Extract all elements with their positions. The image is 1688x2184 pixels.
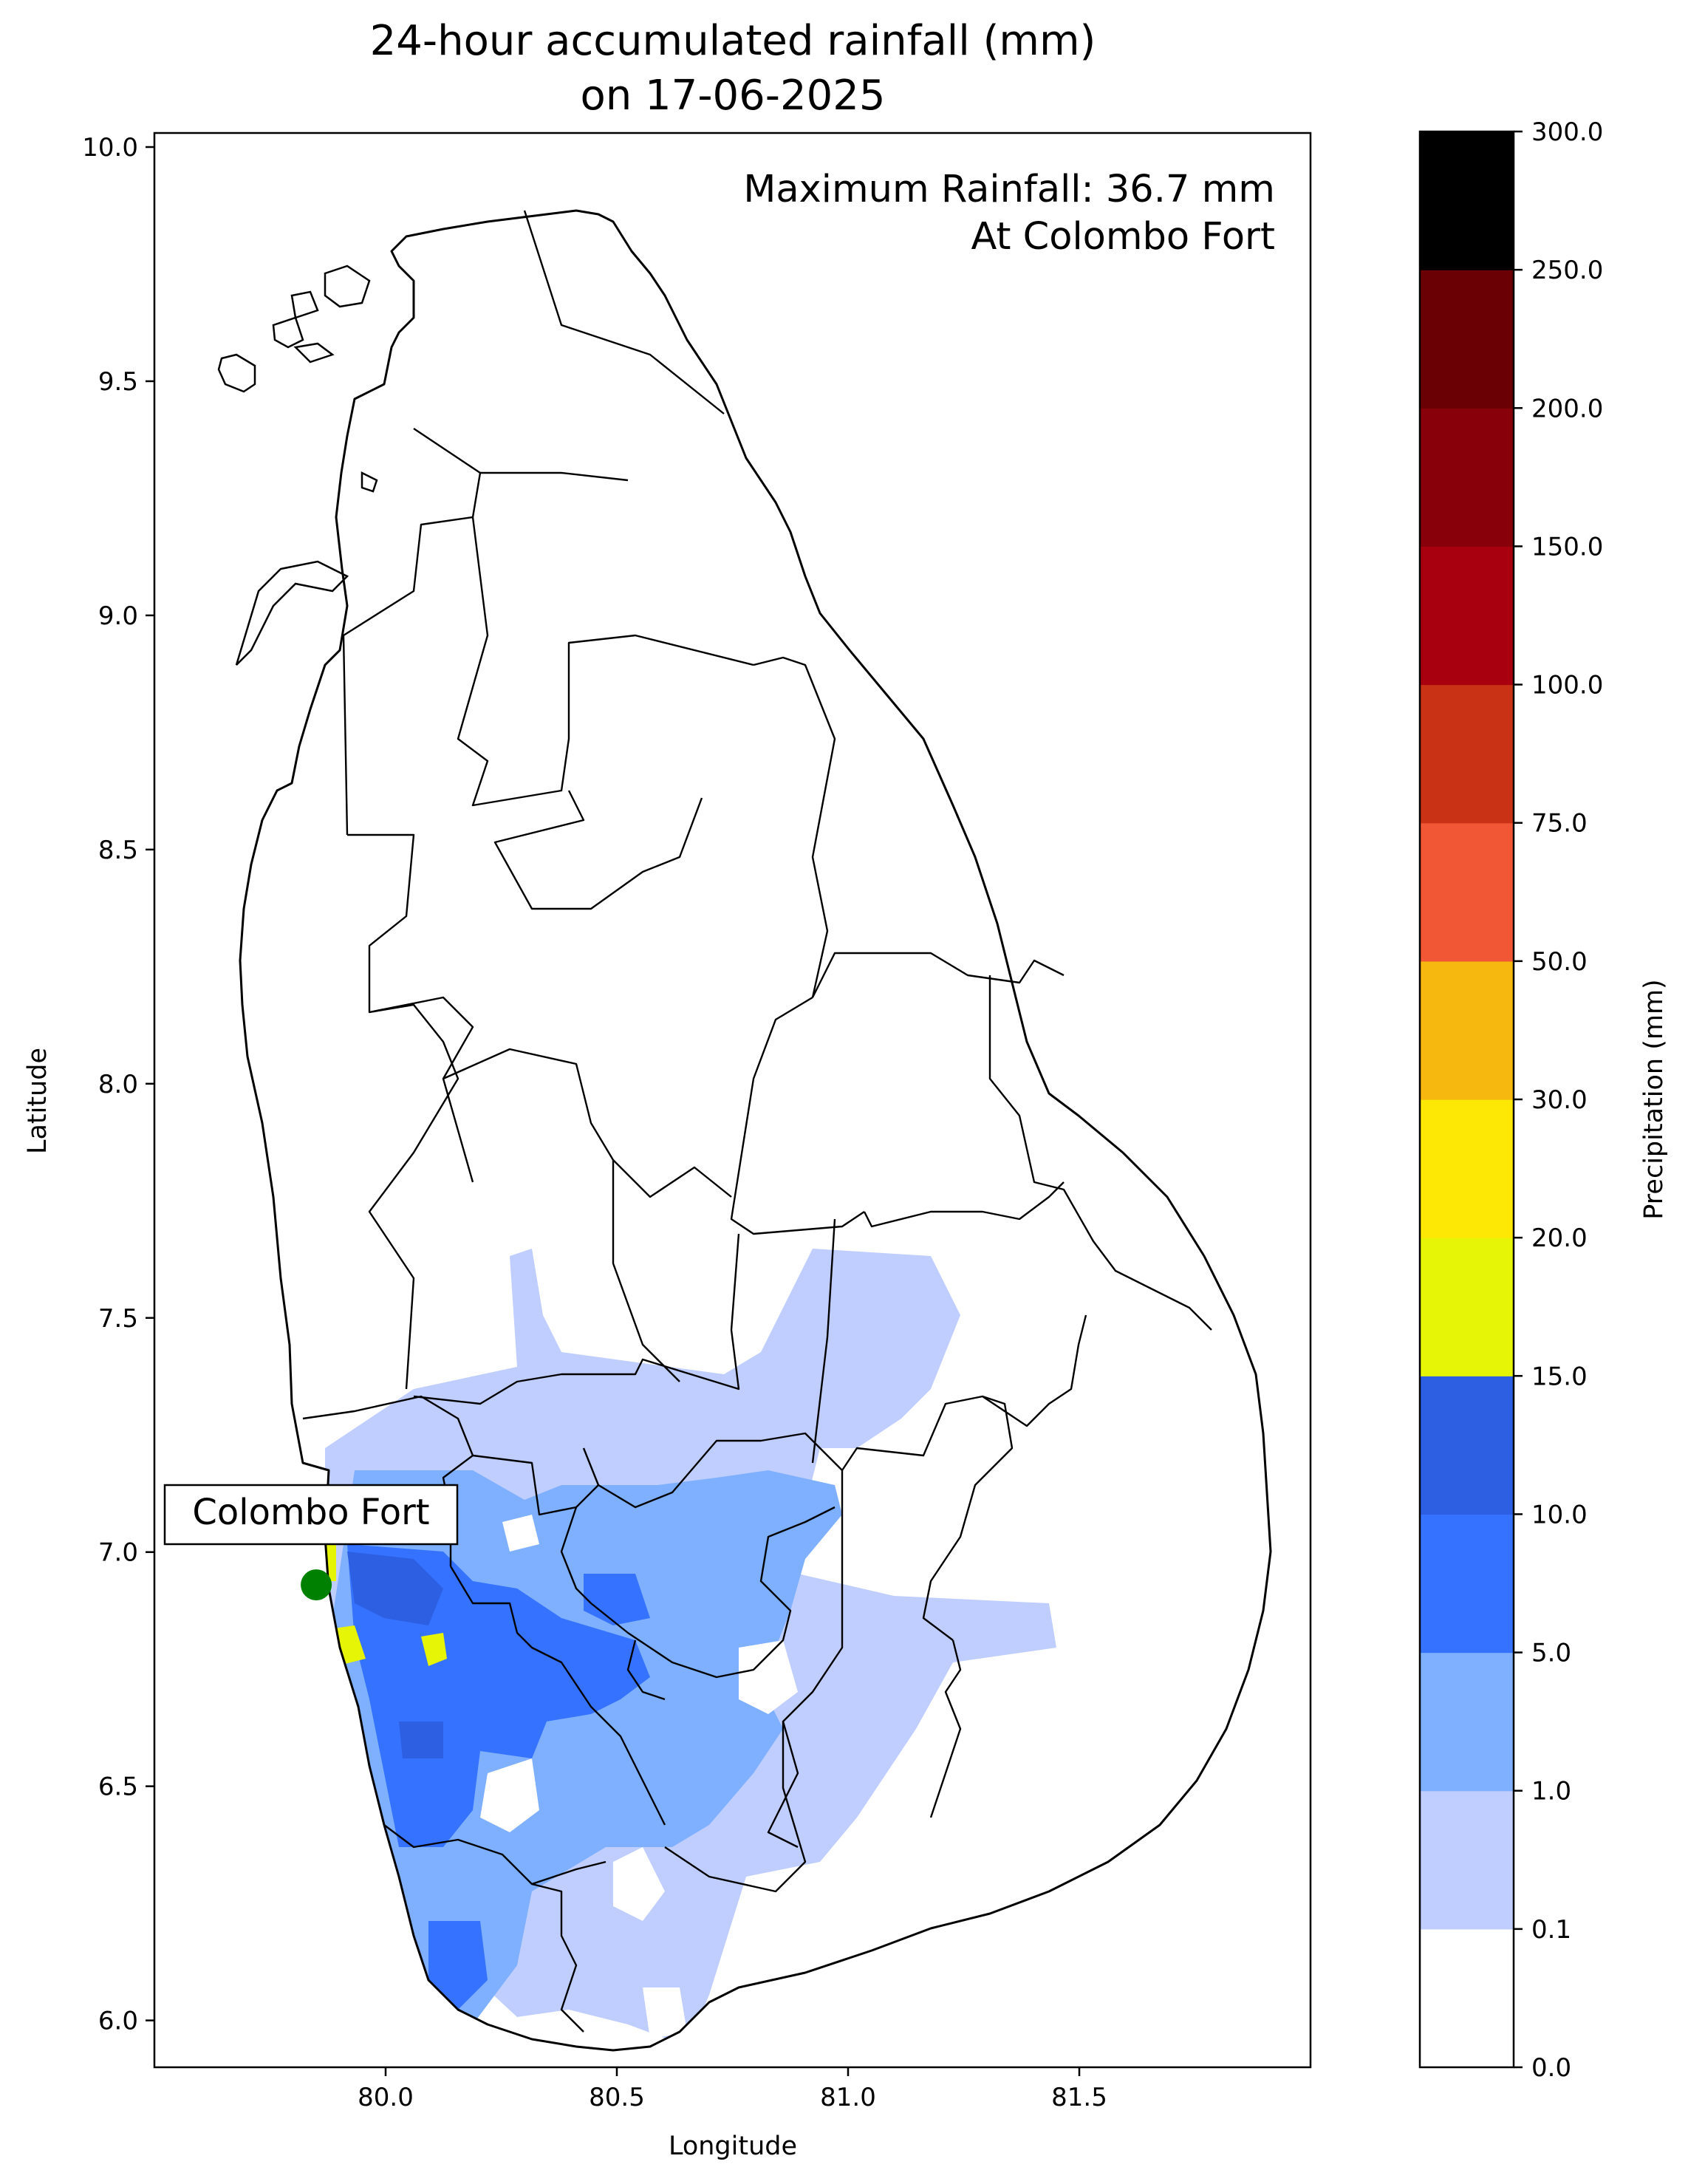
colorbar-segment [1420,1928,1514,2068]
y-axis-ticks: 6.0 6.5 7.0 7.5 8.0 8.5 9.0 9.5 10.0 [82,133,154,2036]
colorbar-segment [1420,822,1514,962]
rain-zone-intense [347,1552,443,1758]
colorbar-tick-label: 300.0 [1531,117,1603,147]
rain-zone-white-gaps [480,1515,798,2039]
colorbar: 0.0 0.1 1.0 5.0 10.0 15.0 20.0 30.0 50.0 75.0 100.… [1420,117,1603,2083]
figure-title-line2: on 17-06-2025 [581,72,886,120]
colorbar-tick-label: 100.0 [1531,671,1603,700]
colorbar-label: Precipitation (mm) [1639,979,1669,1219]
colorbar-tick-label: 50.0 [1531,947,1588,977]
station-label: Colombo Fort [192,1492,429,1533]
x-tick-label: 81.5 [1051,2083,1107,2112]
y-axis-label: Latitude [23,1048,52,1154]
colorbar-tick-label: 0.0 [1531,2053,1571,2083]
y-tick-label: 7.5 [98,1304,138,1334]
northern-islands [217,265,378,666]
max-rainfall-line1: Maximum Rainfall: 36.7 mm [743,168,1275,211]
colorbar-tick-label: 20.0 [1531,1224,1588,1253]
colorbar-tick-label: 30.0 [1531,1085,1588,1115]
district-boundaries [302,210,1212,2033]
y-tick-label: 7.0 [98,1538,138,1568]
figure-title-line1: 24-hour accumulated rainfall (mm) [370,17,1096,65]
x-tick-label: 80.0 [358,2083,414,2112]
colorbar-segment [1420,1514,1514,1654]
colorbar-segment [1420,1238,1514,1376]
y-tick-label: 9.5 [98,367,138,397]
colorbar-segment [1420,684,1514,824]
colorbar-tick-label: 250.0 [1531,256,1603,285]
map-axes-frame [153,132,1312,2069]
colorbar-segment [1420,546,1514,686]
y-tick-label: 6.5 [98,1772,138,1802]
colorbar-frame [1418,130,1515,2069]
x-axis-ticks: 80.0 80.5 81.0 81.5 [358,2067,1107,2112]
colorbar-tick-label: 200.0 [1531,394,1603,423]
colorbar-segment [1420,960,1514,1100]
colorbar-segment [1420,1376,1514,1515]
colorbar-segment [1420,270,1514,409]
max-rainfall-line2: At Colombo Fort [971,215,1275,259]
colorbar-segment [1420,408,1514,547]
y-tick-label: 6.0 [98,2007,138,2036]
colorbar-tick-label: 75.0 [1531,809,1588,839]
y-tick-label: 8.5 [98,836,138,865]
colorbar-tick-label: 15.0 [1531,1362,1588,1391]
colorbar-tick-label: 0.1 [1531,1915,1571,1945]
rainfall-field [321,1249,1056,2047]
colorbar-segment [1420,1652,1514,1792]
colorbar-tick-label: 5.0 [1531,1639,1571,1668]
x-tick-label: 80.5 [589,2083,645,2112]
coastline [239,209,1272,2052]
y-tick-label: 8.0 [98,1070,138,1099]
colorbar-tick-label: 1.0 [1531,1777,1571,1806]
colorbar-segment [1420,1790,1514,1930]
colorbar-tick-label: 150.0 [1531,532,1603,562]
station-label-box: Colombo Fort [163,1484,459,1546]
x-axis-label: Longitude [669,2132,797,2161]
x-tick-label: 81.0 [820,2083,876,2112]
station-marker[interactable] [301,1569,332,1601]
colorbar-segment [1420,132,1514,270]
colorbar-tick-label: 10.0 [1531,1500,1588,1529]
y-tick-label: 10.0 [82,133,138,163]
y-tick-label: 9.0 [98,601,138,631]
colorbar-segment [1420,1099,1514,1238]
